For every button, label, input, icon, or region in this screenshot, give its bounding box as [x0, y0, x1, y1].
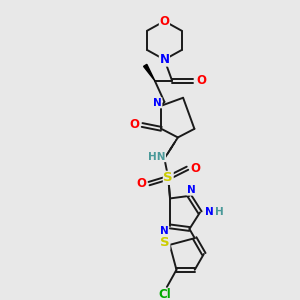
- Text: O: O: [136, 177, 146, 190]
- Text: O: O: [129, 118, 140, 131]
- Text: O: O: [190, 162, 200, 175]
- Text: O: O: [159, 15, 170, 28]
- Text: N: N: [187, 185, 196, 195]
- Text: H: H: [215, 207, 224, 218]
- Text: Cl: Cl: [159, 288, 171, 300]
- Text: N: N: [205, 207, 214, 218]
- Text: S: S: [160, 236, 170, 249]
- Text: N: N: [160, 226, 169, 236]
- Text: O: O: [196, 74, 206, 87]
- Text: N: N: [159, 53, 170, 66]
- Polygon shape: [144, 64, 155, 81]
- Text: N: N: [153, 98, 162, 108]
- Text: S: S: [164, 171, 173, 184]
- Text: HN: HN: [148, 152, 166, 162]
